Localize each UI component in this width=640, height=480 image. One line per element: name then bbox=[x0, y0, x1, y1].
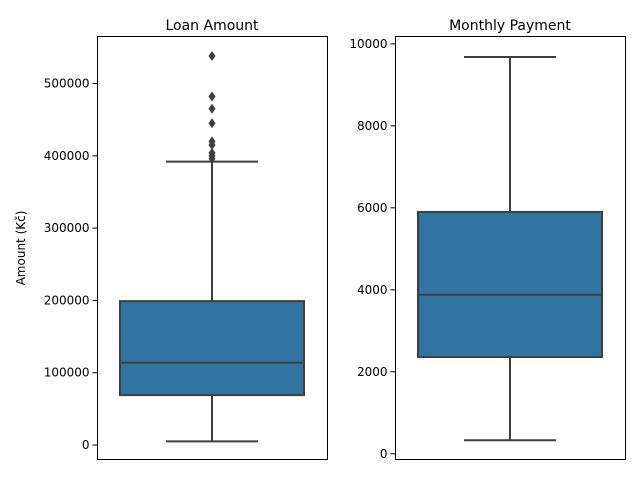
loan-amount-y-axis-label: Amount (Kč) bbox=[14, 211, 28, 286]
monthly-payment-y-tick-label: 10000 bbox=[349, 37, 387, 51]
loan-amount-box-layer bbox=[119, 51, 305, 443]
loan-amount-y-tick-label: 500000 bbox=[44, 77, 90, 91]
loan-amount-y-tick-label: 0 bbox=[82, 438, 90, 452]
monthly-payment-box-layer bbox=[417, 55, 603, 442]
monthly-payment-plot: Monthly Payment 0 2000 4000 6000 8000 10000 bbox=[349, 18, 626, 461]
monthly-payment-box bbox=[417, 210, 603, 359]
loan-amount-outlier-marker bbox=[208, 147, 216, 158]
loan-amount-plot-frame bbox=[97, 36, 328, 460]
monthly-payment-y-tick-label: 0 bbox=[380, 447, 388, 461]
monthly-payment-y-tick-label: 8000 bbox=[357, 119, 388, 133]
loan-amount-outlier-marker bbox=[208, 51, 216, 62]
loan-amount-outlier-marker bbox=[208, 103, 216, 114]
loan-amount-y-tick-label: 300000 bbox=[44, 221, 90, 235]
monthly-payment-y-tick-label: 4000 bbox=[357, 283, 388, 297]
loan-amount-box bbox=[119, 300, 305, 397]
loan-amount-title: Loan Amount bbox=[165, 18, 259, 34]
loan-amount-outlier-marker bbox=[208, 118, 216, 129]
loan-amount-outlier-marker bbox=[208, 91, 216, 102]
loan-amount-y-tick-label: 400000 bbox=[44, 149, 90, 163]
loan-amount-y-ticks: 0 100000 200000 300000 400000 500000 bbox=[44, 77, 98, 452]
loan-amount-y-tick-label: 200000 bbox=[44, 293, 90, 307]
monthly-payment-plot-frame bbox=[395, 36, 626, 460]
loan-amount-y-tick-label: 100000 bbox=[44, 366, 90, 380]
monthly-payment-y-tick-label: 6000 bbox=[357, 201, 388, 215]
monthly-payment-y-tick-label: 2000 bbox=[357, 365, 388, 379]
monthly-payment-y-ticks: 0 2000 4000 6000 8000 10000 bbox=[349, 37, 396, 461]
loan-amount-plot: Loan Amount Amount (Kč) 0 100000 200000 300… bbox=[14, 18, 328, 460]
loan-amount-outlier-marker bbox=[208, 136, 216, 147]
monthly-payment-title: Monthly Payment bbox=[449, 18, 571, 34]
